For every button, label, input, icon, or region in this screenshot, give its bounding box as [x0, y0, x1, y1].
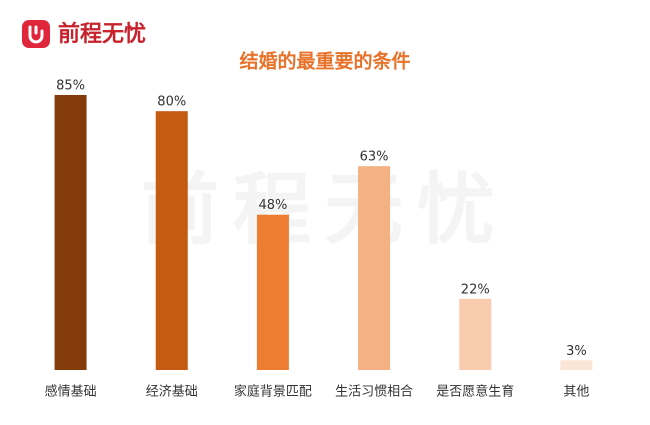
value-label: 85% [56, 79, 85, 94]
chart-title: 结婚的最重要的条件 [239, 50, 410, 73]
logo-text: 前程无忧 [58, 21, 146, 47]
bar [560, 360, 593, 370]
value-label: 3% [566, 344, 587, 359]
bar [256, 214, 289, 370]
bar [459, 298, 492, 370]
bar [155, 111, 188, 371]
x-tick-label: 其他 [563, 385, 589, 400]
watermark: 前程无忧 [141, 165, 509, 255]
x-tick-label: 经济基础 [146, 385, 198, 400]
logo-glyph [28, 25, 44, 44]
bar [54, 95, 87, 370]
x-tick-label: 生活习惯相合 [335, 384, 413, 400]
x-tick-label: 家庭背景匹配 [234, 384, 312, 400]
x-tick-label: 是否愿意生育 [436, 384, 514, 400]
value-label: 22% [461, 282, 490, 297]
value-label: 63% [360, 150, 389, 165]
bar [358, 166, 391, 370]
value-label: 48% [258, 198, 287, 213]
value-label: 80% [157, 95, 186, 110]
x-tick-label: 感情基础 [45, 384, 97, 400]
